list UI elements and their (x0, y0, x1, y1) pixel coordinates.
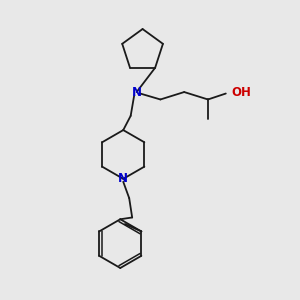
Text: N: N (132, 85, 142, 98)
Text: OH: OH (232, 85, 252, 98)
Text: N: N (118, 172, 128, 185)
